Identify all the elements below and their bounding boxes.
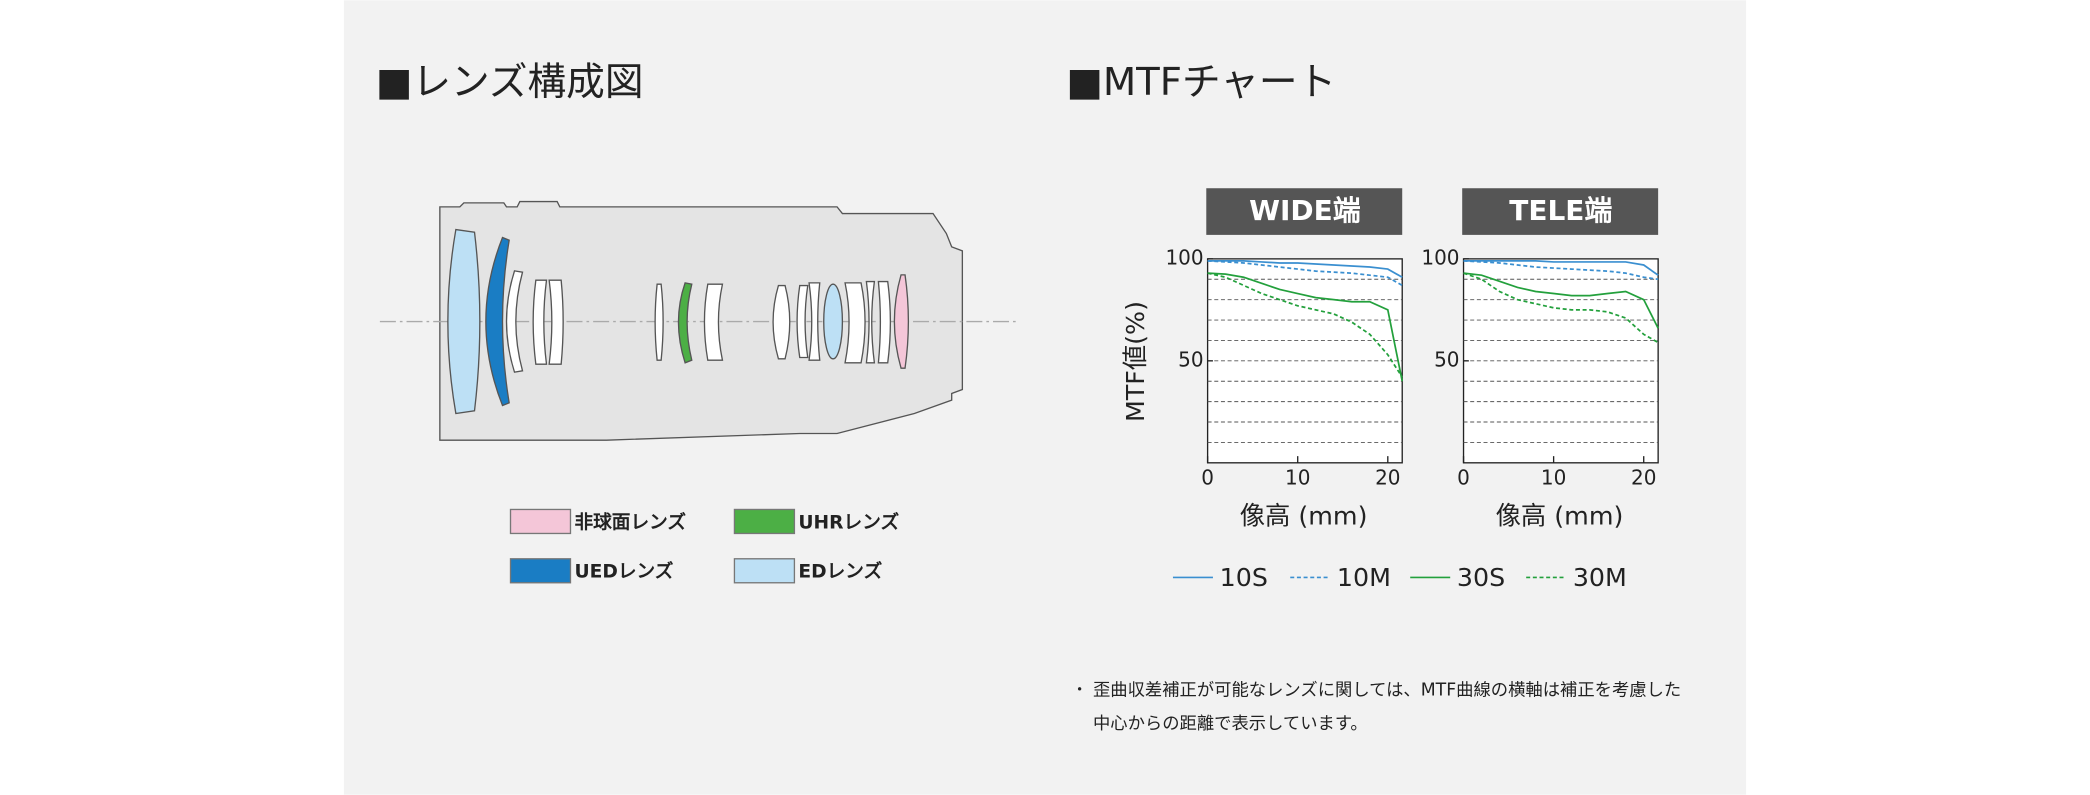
mtf-curve bbox=[1463, 260, 1659, 276]
lens-element bbox=[703, 283, 724, 361]
lens-element bbox=[485, 236, 510, 407]
note-text: 歪曲収差補正が可能なレンズに関しては、MTF曲線の横軸は補正を考慮した bbox=[1093, 681, 1681, 701]
y-axis-label: MTF値(%) bbox=[1120, 301, 1150, 422]
lens-element bbox=[808, 282, 821, 361]
y-tick-label: 100 bbox=[1421, 245, 1459, 269]
lens-element bbox=[796, 284, 809, 359]
legend-label: 30S bbox=[1457, 562, 1505, 592]
x-tick-label: 10 bbox=[1285, 465, 1310, 489]
legend-label: UHRレンズ bbox=[798, 511, 899, 533]
note-bullet: ・ bbox=[1072, 680, 1088, 699]
lens-element bbox=[877, 280, 892, 364]
x-tick-label: 20 bbox=[1375, 465, 1400, 489]
lens-element bbox=[548, 279, 564, 365]
lens-element bbox=[823, 283, 844, 360]
chart-title: TELE端 bbox=[1509, 194, 1612, 227]
y-tick-label: 50 bbox=[1178, 347, 1203, 371]
legend-swatch bbox=[733, 558, 796, 584]
x-tick-label: 0 bbox=[1201, 465, 1214, 489]
x-axis-label: 像高 (mm) bbox=[1240, 500, 1368, 530]
mtf-curve bbox=[1207, 272, 1404, 382]
legend-swatch bbox=[733, 508, 796, 535]
lens-element bbox=[677, 282, 693, 364]
lens-element bbox=[505, 270, 524, 373]
mtf-title: ■MTFチャート bbox=[1066, 60, 1336, 105]
x-tick-label: 20 bbox=[1631, 465, 1656, 489]
lens-element bbox=[893, 274, 910, 369]
lens-element bbox=[654, 283, 664, 361]
x-tick-label: 0 bbox=[1457, 465, 1470, 489]
lens-element bbox=[532, 279, 548, 365]
mtf-curve bbox=[1463, 272, 1659, 344]
lens-element bbox=[844, 282, 866, 364]
mtf-curve bbox=[1207, 260, 1403, 278]
legend-label: 30M bbox=[1573, 562, 1627, 592]
legend-label: UEDレンズ bbox=[574, 561, 673, 583]
lens-title: ■レンズ構成図 bbox=[376, 60, 644, 105]
lens-diagram bbox=[379, 200, 1020, 441]
y-tick-label: 100 bbox=[1165, 245, 1203, 269]
legend-label: 10S bbox=[1220, 562, 1268, 592]
legend-label: 非球面レンズ bbox=[574, 511, 686, 533]
x-axis-label: 像高 (mm) bbox=[1496, 500, 1624, 530]
legend-label: 10M bbox=[1337, 562, 1391, 592]
legend-swatch bbox=[509, 508, 572, 535]
chart-title: WIDE端 bbox=[1249, 194, 1361, 227]
mtf-curve bbox=[1207, 272, 1403, 378]
chart-title-box bbox=[1462, 188, 1659, 235]
lens-element bbox=[772, 284, 791, 360]
note-text: 中心からの距離で表示しています。 bbox=[1093, 714, 1368, 734]
legend-swatch bbox=[509, 558, 572, 584]
lens-element bbox=[865, 280, 876, 364]
chart-title-box bbox=[1206, 188, 1403, 235]
y-tick-label: 50 bbox=[1434, 347, 1459, 371]
mtf-curve bbox=[1463, 272, 1659, 329]
legend-label: EDレンズ bbox=[798, 561, 882, 583]
x-tick-label: 10 bbox=[1541, 465, 1566, 489]
lens-element bbox=[447, 228, 481, 415]
